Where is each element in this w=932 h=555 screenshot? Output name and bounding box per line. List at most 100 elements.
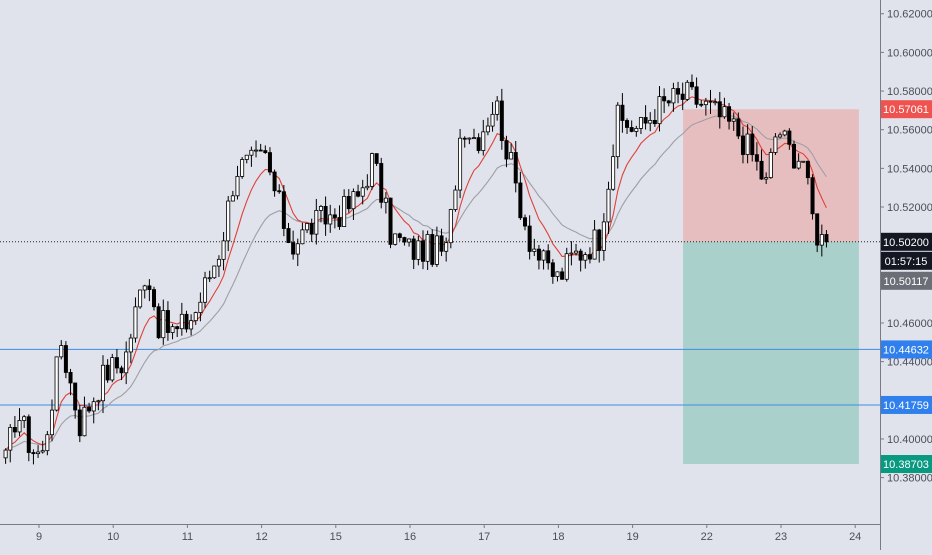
line-2-label: 10.41759	[883, 400, 929, 412]
candle-body	[263, 150, 268, 153]
x-tick-label: 15	[330, 531, 342, 543]
candle-body	[36, 451, 41, 455]
candle-body	[736, 118, 741, 137]
candle-body	[254, 149, 259, 152]
candle-body	[791, 143, 796, 169]
candle-body	[569, 252, 574, 255]
candle-body	[342, 196, 347, 227]
y-tick-label: 10.40000	[887, 434, 932, 446]
candle-body	[694, 86, 699, 105]
candle-body	[606, 188, 611, 223]
candle-body	[165, 310, 170, 333]
candle-body	[722, 106, 727, 118]
candle-body	[448, 209, 453, 244]
line-1-tag	[881, 340, 932, 359]
candle-body	[8, 427, 13, 451]
target-label: 10.38703	[883, 459, 929, 471]
candle-body	[124, 351, 129, 374]
candle-body	[592, 229, 597, 260]
candle-body	[133, 306, 138, 339]
candle-body	[759, 160, 764, 180]
candle-body	[750, 133, 755, 156]
candle-body	[615, 104, 620, 158]
candle-body	[666, 100, 671, 104]
candle-body	[764, 177, 769, 180]
candle-body	[523, 217, 528, 227]
candle-body	[77, 409, 82, 437]
candle-body	[170, 326, 175, 333]
candle-body	[824, 234, 829, 243]
candle-body	[114, 357, 119, 369]
candle-body	[745, 133, 750, 155]
candle-body	[212, 265, 217, 279]
candle-body	[230, 195, 235, 202]
profit-target-zone	[683, 241, 859, 465]
candle-body	[411, 238, 416, 260]
candle-body	[703, 100, 708, 106]
y-tick-label: 10.60000	[887, 47, 932, 59]
candle-body	[360, 187, 365, 197]
candle-body	[96, 400, 101, 403]
candle-body	[119, 367, 124, 374]
candle-body	[73, 382, 78, 411]
candle-body	[555, 271, 560, 277]
candle-body	[328, 214, 333, 225]
candle-body	[513, 152, 518, 184]
candle-body	[652, 119, 657, 125]
candle-body	[3, 449, 8, 459]
candle-body	[49, 409, 54, 436]
candle-body	[318, 206, 323, 211]
candle-body	[578, 250, 583, 261]
candle-body	[810, 177, 815, 215]
stop-loss-label: 10.57061	[883, 104, 929, 116]
candle-body	[476, 137, 481, 151]
x-tick-label: 22	[701, 531, 713, 543]
candle-body	[546, 250, 551, 264]
candle-body	[680, 93, 685, 100]
candle-body	[31, 452, 36, 455]
countdown-label: 01:57:15	[885, 256, 928, 268]
candle-body	[356, 191, 361, 197]
candle-body	[193, 312, 198, 322]
candle-body	[142, 285, 147, 291]
candle-body	[235, 176, 240, 197]
countdown-tag	[881, 251, 932, 270]
moving-average-fast	[5, 96, 827, 451]
moving-average-slow	[5, 114, 827, 451]
candle-body	[291, 242, 296, 255]
candle-body	[388, 197, 393, 245]
candle-body	[458, 137, 463, 191]
candle-body	[226, 200, 231, 242]
x-tick-label: 19	[626, 531, 638, 543]
x-tick-label: 10	[107, 531, 119, 543]
candle-body	[481, 131, 486, 151]
candle-body	[26, 416, 31, 453]
target-tag	[881, 455, 932, 474]
candle-body	[216, 258, 221, 267]
candle-body	[453, 189, 458, 210]
x-tick-label: 24	[849, 531, 861, 543]
candle-body	[620, 104, 625, 121]
candle-body	[611, 156, 616, 190]
candle-body	[564, 253, 569, 280]
candle-body	[597, 229, 602, 251]
candle-body	[68, 372, 73, 384]
candle-body	[536, 248, 541, 261]
candle-body	[689, 81, 694, 88]
candle-body	[397, 233, 402, 238]
candle-body	[332, 214, 337, 218]
candle-body	[147, 285, 152, 290]
candle-body	[383, 197, 388, 203]
candle-body	[587, 254, 592, 260]
candle-body	[754, 154, 759, 162]
candle-body	[727, 106, 732, 122]
candle-body	[323, 206, 328, 225]
candle-body	[161, 310, 166, 339]
candle-body	[499, 100, 504, 141]
candle-body	[374, 153, 379, 164]
y-tick-label: 10.52000	[887, 202, 932, 214]
candle-body	[434, 235, 439, 265]
candle-body	[402, 237, 407, 243]
candle-body	[175, 326, 180, 330]
